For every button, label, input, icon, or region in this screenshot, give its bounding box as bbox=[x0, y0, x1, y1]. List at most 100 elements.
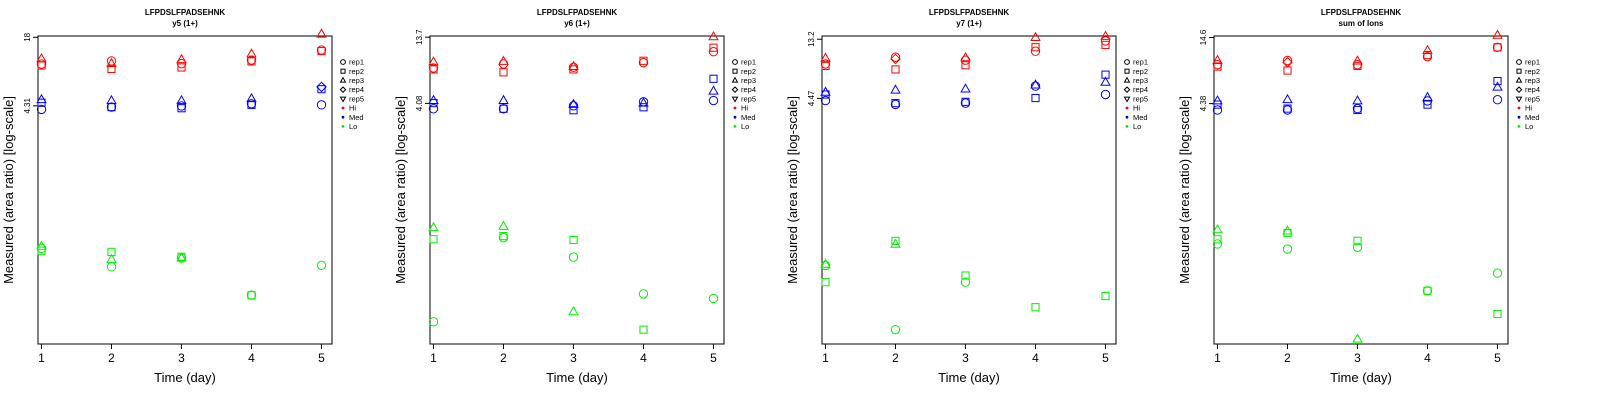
point-med-rep3-day3 bbox=[960, 83, 971, 93]
x-tick-label: 2 bbox=[892, 351, 899, 365]
point-lo-rep3-day3 bbox=[1352, 333, 1363, 343]
point-med-rep3-day5 bbox=[708, 85, 719, 95]
point-hi-rep1-day4 bbox=[246, 55, 257, 65]
legend-label: Hi bbox=[1133, 104, 1140, 113]
chart-y5: LFPDSLFPADSEHNK y5 (1+) 1 2 3 4 5 18 4.31 Time (d… bbox=[1, 8, 364, 385]
point-med-rep2-day3 bbox=[177, 104, 186, 113]
legend-dot-hi bbox=[733, 106, 737, 110]
point-hi-rep1-day2 bbox=[890, 52, 901, 62]
chart-subtitle: y5 (1+) bbox=[172, 19, 198, 28]
point-lo-rep1-day4 bbox=[246, 290, 257, 300]
point-med-rep2-day4 bbox=[1423, 100, 1432, 109]
point-med-rep4-day5 bbox=[316, 81, 327, 93]
point-med-rep2-day4 bbox=[639, 103, 648, 112]
point-hi-rep3-day4 bbox=[1030, 31, 1041, 42]
y-axis-label: Measured (area ratio) [log-scale] bbox=[393, 96, 408, 284]
point-lo-rep2-day4 bbox=[1423, 286, 1432, 295]
x-tick-label: 2 bbox=[108, 351, 115, 365]
point-lo-rep1-day4 bbox=[638, 289, 649, 299]
point-med-rep2-day5 bbox=[709, 74, 718, 83]
x-tick-label: 4 bbox=[640, 351, 647, 365]
point-lo-rep1-day5 bbox=[1492, 268, 1503, 278]
x-tick-label: 1 bbox=[38, 351, 45, 365]
point-med-rep1-day5 bbox=[1100, 89, 1111, 100]
point-hi-rep2-day2 bbox=[499, 68, 508, 77]
legend-label: Hi bbox=[1525, 104, 1532, 113]
x-tick-label: 1 bbox=[1214, 351, 1221, 365]
chart-subtitle: y6 (1+) bbox=[564, 19, 590, 28]
point-med-rep3-day5 bbox=[1100, 76, 1111, 86]
point-lo-rep2-day1 bbox=[821, 278, 830, 287]
point-med-rep1-day3 bbox=[1352, 103, 1363, 114]
legend-label: rep3 bbox=[349, 76, 364, 85]
point-lo-rep1-day1 bbox=[820, 260, 831, 271]
data-points bbox=[1212, 29, 1503, 343]
point-hi-rep1-day2 bbox=[1282, 55, 1293, 66]
legend-dot-med bbox=[1517, 115, 1521, 119]
legend-label: rep4 bbox=[741, 85, 756, 94]
point-hi-rep2-day4 bbox=[247, 57, 256, 66]
point-lo-rep2-day4 bbox=[247, 291, 256, 300]
point-lo-rep3-day1 bbox=[820, 258, 831, 268]
legend-label: rep5 bbox=[1133, 94, 1148, 103]
point-hi-rep3-day5 bbox=[1492, 29, 1503, 39]
legend-label: Lo bbox=[1525, 122, 1533, 131]
data-points bbox=[820, 30, 1111, 335]
point-med-rep2-day5 bbox=[1493, 77, 1502, 86]
point-lo-rep2-day3 bbox=[961, 271, 970, 280]
chart-y7: LFPDSLFPADSEHNK y7 (1+) 1 2 3 4 5 13.2 4.47 Time … bbox=[785, 8, 1148, 385]
x-tick-label: 4 bbox=[1424, 351, 1431, 365]
point-lo-rep3-day2 bbox=[106, 253, 117, 263]
x-tick-label: 4 bbox=[1032, 351, 1039, 365]
diamond-icon bbox=[339, 86, 347, 93]
point-med-rep2-day3 bbox=[1353, 105, 1362, 115]
legend-label: rep2 bbox=[741, 67, 756, 76]
data-points bbox=[36, 28, 327, 300]
x-tick-label: 2 bbox=[1284, 351, 1291, 365]
chart-title: LFPDSLFPADSEHNK bbox=[145, 8, 226, 17]
triangle-down-icon bbox=[1123, 96, 1131, 103]
point-hi-rep2-day4 bbox=[639, 56, 648, 65]
point-hi-rep3-day1 bbox=[1212, 54, 1223, 64]
point-med-rep3-day4 bbox=[638, 97, 649, 107]
legend-label: rep2 bbox=[349, 67, 364, 76]
legend-dot-hi bbox=[341, 106, 345, 110]
point-med-rep1-day2 bbox=[106, 102, 117, 112]
point-lo-rep2-day5 bbox=[1101, 292, 1110, 301]
point-lo-rep2-day5 bbox=[1493, 309, 1502, 319]
point-med-rep1-day3 bbox=[568, 101, 579, 111]
point-med-rep1-day1 bbox=[1212, 105, 1223, 115]
point-lo-rep2-day1 bbox=[429, 235, 438, 244]
point-hi-rep1-day1 bbox=[36, 59, 47, 69]
chart-title: LFPDSLFPADSEHNK bbox=[929, 8, 1010, 17]
x-tick-label: 3 bbox=[178, 351, 185, 365]
circle-icon bbox=[1516, 59, 1522, 65]
point-lo-rep1-day3 bbox=[960, 277, 971, 287]
triangle-up-icon bbox=[1515, 76, 1523, 83]
legend-label: Med bbox=[1133, 113, 1148, 122]
point-hi-rep1-day1 bbox=[428, 63, 439, 73]
y-tick-label: 13.2 bbox=[807, 31, 816, 47]
point-med-rep3-day4 bbox=[246, 92, 257, 103]
chart-y6: LFPDSLFPADSEHNK y6 (1+) 1 2 3 4 5 13.7 4.08 Time … bbox=[393, 8, 756, 385]
x-axis-label: Time (day) bbox=[546, 370, 608, 385]
legend-label: rep1 bbox=[741, 58, 756, 67]
y-axis-label: Measured (area ratio) [log-scale] bbox=[785, 96, 800, 284]
plot-frame bbox=[821, 35, 1117, 345]
chart-title: LFPDSLFPADSEHNK bbox=[1321, 8, 1402, 17]
point-hi-rep3-day2 bbox=[498, 55, 509, 65]
diamond-icon bbox=[731, 86, 739, 93]
point-hi-rep2-day3 bbox=[1353, 61, 1362, 70]
point-lo-rep2-day1 bbox=[1213, 235, 1222, 244]
legend-label: Lo bbox=[1133, 122, 1141, 131]
point-hi-rep2-day4 bbox=[1423, 50, 1432, 60]
point-med-rep3-day3 bbox=[568, 98, 579, 108]
legend-label: rep1 bbox=[349, 58, 364, 67]
point-lo-rep2-day4 bbox=[1031, 303, 1040, 312]
legend-label: rep2 bbox=[1525, 67, 1540, 76]
point-lo-rep1-day2 bbox=[106, 262, 117, 272]
point-lo-rep3-day1 bbox=[1212, 223, 1223, 234]
